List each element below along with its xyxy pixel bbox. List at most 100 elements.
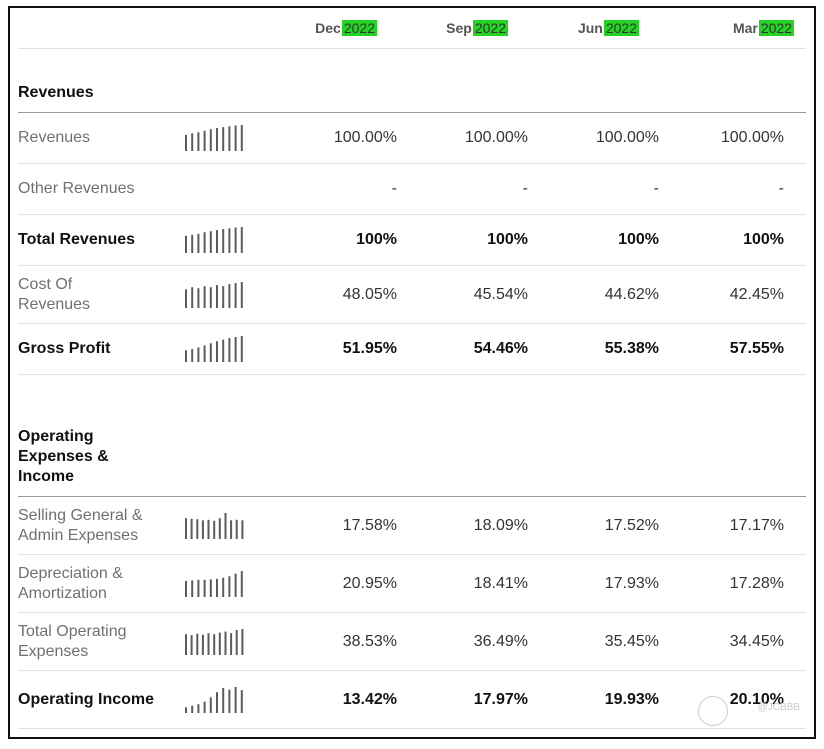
sparkline-bar [203, 232, 206, 253]
sparkline-bar [228, 689, 231, 713]
sparkline-bar [197, 347, 200, 362]
value-cell: 13.42% [282, 670, 413, 729]
row-label: Revenues [18, 112, 184, 164]
value-cell: - [413, 163, 544, 215]
sparkline-bar [234, 573, 237, 597]
value-cell: 100.00% [675, 112, 806, 164]
value-cell: 100% [675, 214, 806, 266]
sparkline-chart-icon[interactable] [184, 684, 246, 716]
sparkline-bar [234, 282, 237, 308]
sparkline-cell [184, 670, 282, 729]
sparkline-bar [185, 580, 187, 597]
value-cell: 55.38% [544, 323, 675, 375]
sparkline-chart-icon[interactable] [184, 626, 246, 658]
column-month: Mar [732, 20, 758, 36]
sparkline-bar [224, 631, 227, 655]
table-row[interactable]: Total Operating Expenses 38.53% 36.49% 35.4… [18, 612, 806, 671]
sparkline-bar [209, 129, 212, 151]
value-cell: 38.53% [282, 612, 413, 671]
value-cell: 100.00% [544, 112, 675, 164]
sparkline-cell [184, 612, 282, 671]
column-header-dec-2022[interactable]: Dec 2022 [282, 8, 413, 49]
row-label-text: Selling General & Admin Expenses [18, 506, 143, 544]
sparkline-bar [224, 512, 227, 539]
value-cell: - [675, 163, 806, 215]
table-row[interactable]: Depreciation & Amortization 20.95% 18.41% 1… [18, 554, 806, 613]
table-body: Revenues Revenues 100.00% 100.00% 100.00% 100… [18, 48, 806, 729]
sparkline-bar [234, 125, 237, 151]
table-row[interactable]: Cost Of Revenues 48.05% 45.54% 44.62% 42.45% [18, 265, 806, 324]
sparkline-chart-icon[interactable] [184, 510, 246, 542]
value-cell: 57.55% [675, 323, 806, 375]
value-cell: 45.54% [413, 265, 544, 324]
sparkline-cell [184, 554, 282, 613]
sparkline-cell [184, 163, 282, 215]
sparkline-bar [235, 629, 238, 655]
sparkline-bar [222, 285, 225, 308]
column-header-sep-2022[interactable]: Sep 2022 [413, 8, 544, 49]
sparkline-bar [240, 125, 243, 151]
sparkline-bar [213, 520, 216, 539]
table-row[interactable]: Revenues 100.00% 100.00% 100.00% 100.00% [18, 112, 806, 164]
row-label-text: Total Operating Expenses [18, 622, 127, 660]
section-title-text: Operating Expenses & Income [18, 428, 109, 485]
row-label-text: Total Revenues [18, 231, 136, 248]
row-label: Operating Income [18, 670, 184, 729]
row-label: Other Revenues [18, 163, 184, 215]
sparkline-bar [218, 632, 221, 655]
sparkline-chart-icon[interactable] [184, 122, 246, 154]
sparkline-bar [222, 229, 225, 253]
sparkline-bar [197, 287, 200, 308]
sparkline-bar [185, 706, 187, 713]
value-cell: 42.45% [675, 265, 806, 324]
sparkline-bar [216, 578, 218, 597]
row-label: Depreciation & Amortization [18, 554, 184, 613]
sparkline-bar [235, 519, 238, 539]
column-month: Sep [446, 20, 472, 36]
value-cell: 100% [282, 214, 413, 266]
table-row[interactable]: Other Revenues - - - - [18, 163, 806, 215]
value-cell: 48.05% [282, 265, 413, 324]
sparkline-bar [241, 519, 244, 539]
sparkline-bar [191, 133, 194, 151]
sparkline-bar [216, 284, 218, 308]
watermark-logo-icon [698, 696, 728, 726]
row-label: Total Operating Expenses [18, 612, 184, 671]
sparkline-bar [191, 286, 194, 308]
sparkline-bar [228, 575, 231, 597]
column-header-mar-2022[interactable]: Mar 2022 [675, 8, 806, 49]
table-row[interactable]: Gross Profit 51.95% 54.46% 55.38% 57.55% [18, 323, 806, 375]
financials-frame: Dec 2022 Sep 2022 Jun 2022 Mar 2022 Revenues… [8, 6, 816, 739]
sparkline-bar [222, 339, 225, 362]
sparkline-bar [197, 579, 200, 597]
sparkline-bar [190, 634, 193, 655]
sparkline-cell [184, 214, 282, 266]
value-cell: 17.97% [413, 670, 544, 729]
sparkline-bar [203, 130, 206, 151]
sparkline-chart-icon[interactable] [184, 279, 246, 311]
sparkline-chart-icon[interactable] [184, 224, 246, 256]
value-cell: 19.93% [544, 670, 675, 729]
sparkline-cell [184, 323, 282, 375]
sparkline-bar [203, 345, 206, 362]
column-month: Jun [577, 20, 603, 36]
sparkline-bar [240, 227, 243, 253]
section-header: Operating Expenses & Income [18, 374, 806, 497]
column-month: Dec [315, 20, 341, 36]
table-row[interactable]: Operating Income 13.42% 17.97% 19.93% 20.10% [18, 670, 806, 729]
value-cell: 35.45% [544, 612, 675, 671]
table-row[interactable]: Total Revenues 100% 100% 100% 100% [18, 214, 806, 266]
sparkline-bar [185, 633, 187, 655]
table-row[interactable]: Selling General & Admin Expenses 17.58% 18… [18, 496, 806, 555]
column-header-jun-2022[interactable]: Jun 2022 [544, 8, 675, 49]
value-cell: 36.49% [413, 612, 544, 671]
sparkline-bar [241, 628, 244, 655]
value-cell: - [282, 163, 413, 215]
value-cell: 17.93% [544, 554, 675, 613]
sparkline-bar [197, 703, 200, 713]
sparkline-chart-icon[interactable] [184, 333, 246, 365]
value-cell: 17.17% [675, 496, 806, 555]
sparkline-chart-icon[interactable] [184, 568, 246, 600]
sparkline-bar [209, 343, 212, 362]
sparkline-bar [240, 689, 243, 713]
